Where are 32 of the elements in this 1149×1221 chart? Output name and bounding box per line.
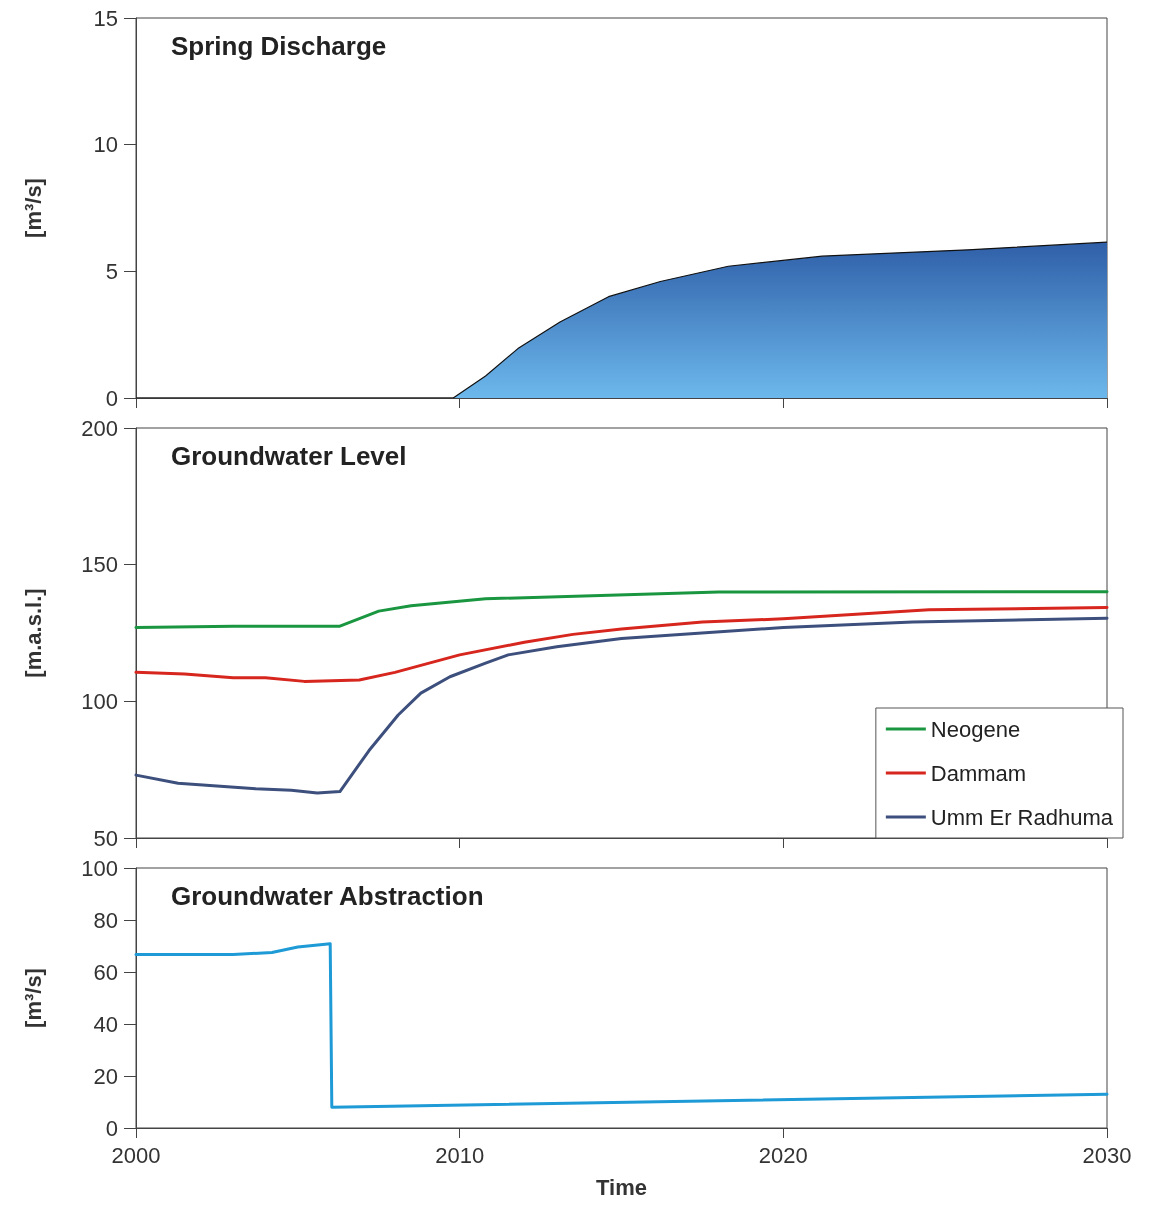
x-axis-title: Time xyxy=(596,1174,647,1200)
text: Groundwater Abstraction xyxy=(171,881,484,911)
y-tick-label: 50 xyxy=(93,825,118,851)
y-tick-label: 150 xyxy=(81,552,118,578)
y-tick-label: 60 xyxy=(93,959,118,985)
y-tick-label: 0 xyxy=(105,1115,118,1141)
y-axis-title: [m³/s] xyxy=(20,178,46,238)
y-tick-label: 100 xyxy=(81,855,118,881)
y-tick-label: 0 xyxy=(105,385,118,411)
line-series xyxy=(134,590,1109,630)
y-tick-label: 5 xyxy=(105,258,118,284)
y-tick-label: 15 xyxy=(93,5,118,31)
line-series xyxy=(134,616,1109,795)
y-tick-label: 200 xyxy=(81,415,118,441)
line-series xyxy=(134,606,1109,683)
x-tick-label: 2000 xyxy=(111,1142,161,1168)
line-series xyxy=(134,942,1109,1109)
x-tick-label: 2020 xyxy=(758,1142,808,1168)
y-tick-label: 80 xyxy=(93,907,118,933)
y-axis-title: [m.a.s.l.] xyxy=(20,588,46,678)
y-axis-title: [m³/s] xyxy=(20,968,46,1028)
y-tick-label: 100 xyxy=(81,688,118,714)
x-tick-label: 2010 xyxy=(435,1142,485,1168)
y-tick-label: 10 xyxy=(93,132,118,158)
y-tick-label: 40 xyxy=(93,1011,118,1037)
text: Groundwater Level xyxy=(171,441,407,471)
legend-label: Dammam xyxy=(930,760,1027,786)
legend-label: Umm Er Radhuma xyxy=(930,804,1114,830)
text: Spring Discharge xyxy=(171,31,387,61)
x-tick-label: 2030 xyxy=(1082,1142,1132,1168)
y-tick-label: 20 xyxy=(93,1063,118,1089)
legend-label: Neogene xyxy=(930,716,1021,742)
